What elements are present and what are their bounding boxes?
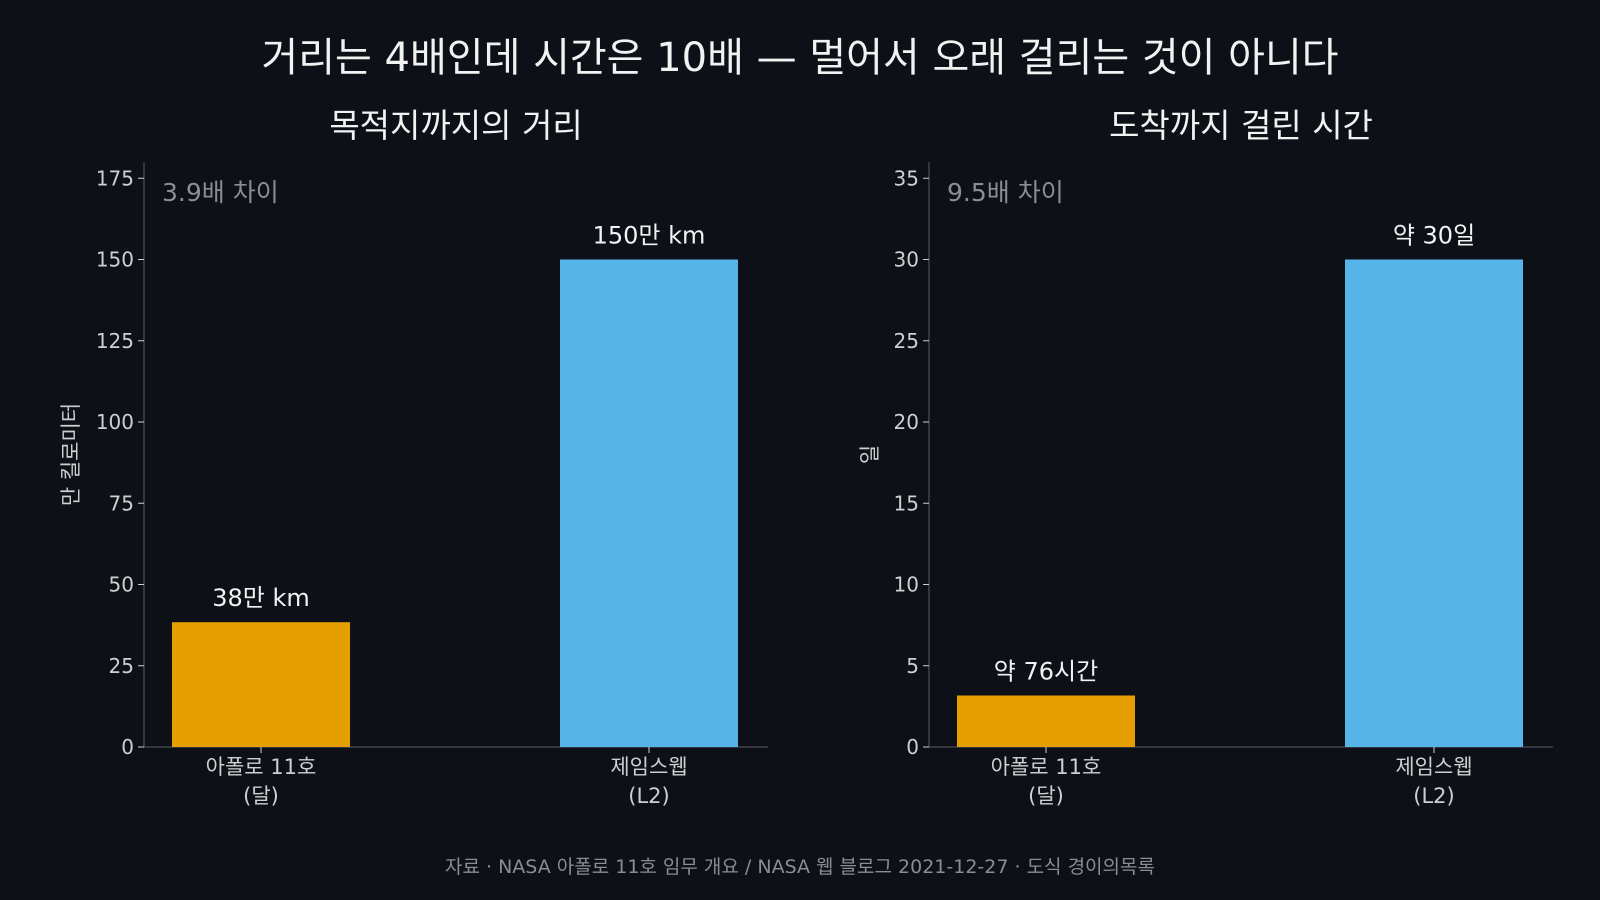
- bar: [172, 622, 350, 747]
- y-tick-label: 175: [96, 166, 134, 190]
- y-tick-label: 125: [96, 329, 134, 353]
- y-tick-label: 100: [96, 410, 134, 434]
- y-tick-label: 150: [96, 248, 134, 272]
- x-tick-label: (달): [1028, 784, 1064, 808]
- y-tick-label: 10: [894, 573, 919, 597]
- source-note: 자료 · NASA 아폴로 11호 임무 개요 / NASA 웹 블로그 202…: [445, 856, 1155, 878]
- bar-value-label: 약 76시간: [994, 657, 1098, 685]
- x-tick-label: (L2): [628, 784, 669, 808]
- x-tick-label: (L2): [1413, 784, 1454, 808]
- x-tick-label: (달): [243, 784, 279, 808]
- x-tick-label: 아폴로 11호: [991, 755, 1102, 779]
- y-tick-label: 30: [894, 248, 919, 272]
- y-tick-label: 0: [906, 735, 919, 759]
- y-tick-label: 50: [109, 573, 134, 597]
- y-tick-label: 25: [894, 329, 919, 353]
- bar: [1345, 259, 1523, 747]
- bar: [957, 695, 1135, 747]
- x-tick-label: 제임스웹: [1395, 755, 1472, 779]
- y-tick-label: 35: [894, 166, 919, 190]
- bar-value-label: 약 30일: [1393, 222, 1475, 250]
- y-axis-label: 만 킬로미터: [59, 403, 83, 506]
- y-tick-label: 5: [906, 654, 919, 678]
- panel-title: 도착까지 걸린 시간: [1109, 106, 1373, 145]
- panel-title: 목적지까지의 거리: [329, 106, 582, 145]
- x-tick-label: 아폴로 11호: [206, 755, 317, 779]
- x-tick-label: 제임스웹: [610, 755, 687, 779]
- bar-value-label: 38만 km: [212, 584, 310, 612]
- difference-annotation: 3.9배 차이: [162, 178, 279, 207]
- y-tick-label: 20: [894, 410, 919, 434]
- bar: [560, 259, 738, 747]
- y-tick-label: 15: [894, 491, 919, 515]
- main-title: 거리는 4배인데 시간은 10배 — 멀어서 오래 걸리는 것이 아니다: [261, 35, 1339, 81]
- difference-annotation: 9.5배 차이: [947, 178, 1064, 207]
- bar-value-label: 150만 km: [593, 222, 706, 250]
- y-axis-label: 일: [858, 445, 882, 464]
- y-tick-label: 0: [121, 735, 134, 759]
- y-tick-label: 75: [109, 491, 134, 515]
- y-tick-label: 25: [109, 654, 134, 678]
